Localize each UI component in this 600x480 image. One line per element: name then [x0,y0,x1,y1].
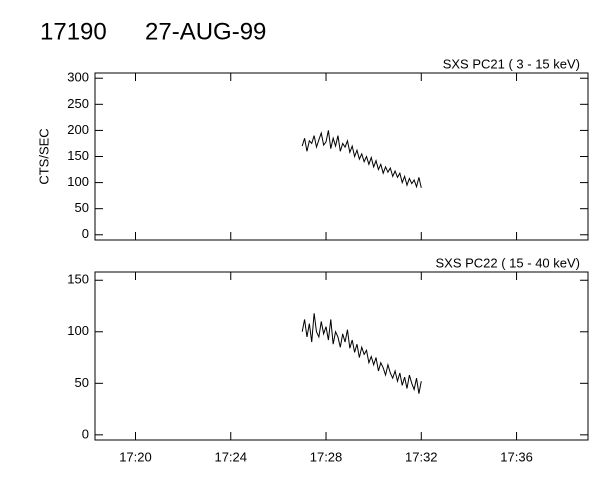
y-tick-label: 300 [67,70,89,85]
y-tick-label: 100 [67,174,89,189]
x-tick-label: 17:20 [119,449,152,464]
data-line [301,130,422,189]
x-tick-label: 17:28 [310,449,343,464]
date: 27-AUG-99 [145,18,266,45]
y-tick-label: 100 [67,323,89,338]
y-axis-label: CTS/SEC [36,128,51,184]
data-line [301,313,422,394]
panel-title: SXS PC21 ( 3 - 15 keV) [443,56,580,71]
y-tick-label: 0 [82,226,89,241]
x-tick-label: 17:36 [500,449,533,464]
y-tick-label: 150 [67,272,89,287]
y-tick-label: 200 [67,122,89,137]
y-tick-label: 150 [67,148,89,163]
y-tick-label: 50 [75,375,89,390]
x-tick-label: 17:32 [405,449,438,464]
plot-frame [94,271,589,441]
plot-frame [94,72,589,241]
y-tick-label: 0 [82,426,89,441]
run-id: 17190 [40,18,107,45]
y-tick-label: 250 [67,96,89,111]
x-tick-label: 17:24 [214,449,247,464]
y-tick-label: 50 [75,200,89,215]
panel-title: SXS PC22 ( 15 - 40 keV) [435,255,580,270]
